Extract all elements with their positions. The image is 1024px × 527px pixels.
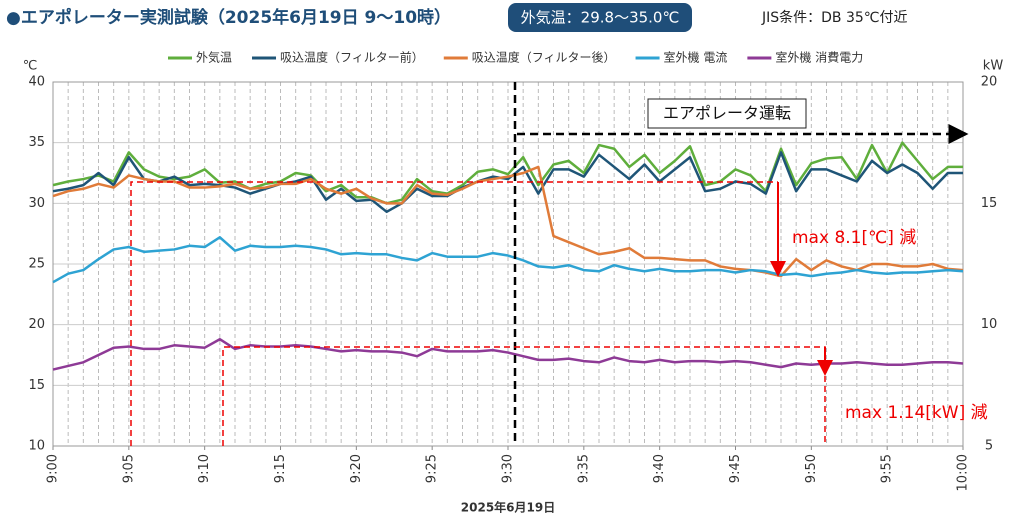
x-tick-label: 9:30 xyxy=(501,454,516,483)
series-line xyxy=(52,151,963,214)
plot-area: 10 15 20 25 30 35 40 5 10 15 20 9:00 9:05 9:10 9:15 9:2… xyxy=(28,75,997,492)
y2-tick-label: 15 xyxy=(981,196,998,211)
x-tick-label: 9:35 xyxy=(576,454,591,483)
y-tick-label: 30 xyxy=(28,196,45,211)
series-line xyxy=(52,165,964,278)
x-tick-label: 9:15 xyxy=(273,454,288,483)
subtitle: 外気温：29.8～35.0℃ xyxy=(521,9,680,27)
legend-label: 室外機 電流 xyxy=(664,50,728,65)
legend-label: 室外機 消費電力 xyxy=(775,50,863,65)
series-line xyxy=(52,337,964,371)
note: JIS条件：DB 35℃付近 xyxy=(761,9,908,26)
y-tick-label: 40 xyxy=(28,75,45,90)
temp-reference xyxy=(130,181,778,446)
y2-tick-label: 20 xyxy=(981,75,998,90)
legend-label: 吸込温度（フィルター前） xyxy=(280,50,424,65)
x-tick-label: 9:00 xyxy=(46,454,61,483)
y-tick-label: 15 xyxy=(28,378,45,393)
temp-reduction-label: max 8.1[℃] 減 xyxy=(792,228,916,248)
legend-label: 吸込温度（フィルター後） xyxy=(472,50,616,65)
y-tick-label: 25 xyxy=(28,257,45,272)
y-tick-label: 35 xyxy=(28,135,45,150)
series-line xyxy=(52,236,964,284)
y-tick-label: 10 xyxy=(28,439,45,454)
power-reference xyxy=(222,346,826,446)
y-axis-label: ℃ xyxy=(23,59,38,74)
series-line xyxy=(52,141,963,205)
x-tick-label: 9:45 xyxy=(728,454,743,483)
y2-tick-label: 10 xyxy=(981,317,998,332)
x-tick-label: 9:10 xyxy=(197,454,212,483)
badge xyxy=(508,3,692,32)
annotations: エアポレータ運転 max 8.1[℃] 減 max 1.14[kW] 減 xyxy=(130,82,988,446)
x-tick-label: 10:00 xyxy=(956,454,971,491)
chart-title: ●エアポレーター実測試験（2025年6月19日 9～10時） xyxy=(6,7,451,28)
y2-tick-label: 5 xyxy=(985,439,993,454)
plot-frame xyxy=(52,81,964,447)
x-tick-label: 9:50 xyxy=(804,454,819,483)
x-axis-label: 2025年6月19日 xyxy=(461,500,555,515)
x-tick-label: 9:05 xyxy=(121,454,136,483)
x-tick-label: 9:55 xyxy=(880,454,895,483)
operation-box xyxy=(647,98,807,129)
operation-label: エアポレータ運転 xyxy=(663,104,791,123)
y-tick-label: 20 xyxy=(28,317,45,332)
x-tick-label: 9:40 xyxy=(652,454,667,483)
y2-axis-label: kW xyxy=(983,59,1004,74)
x-tick-label: 9:20 xyxy=(349,454,364,483)
legend-label: 外気温 xyxy=(196,50,232,65)
x-tick-label: 9:25 xyxy=(425,454,440,483)
power-reduction-label: max 1.14[kW] 減 xyxy=(845,403,988,423)
